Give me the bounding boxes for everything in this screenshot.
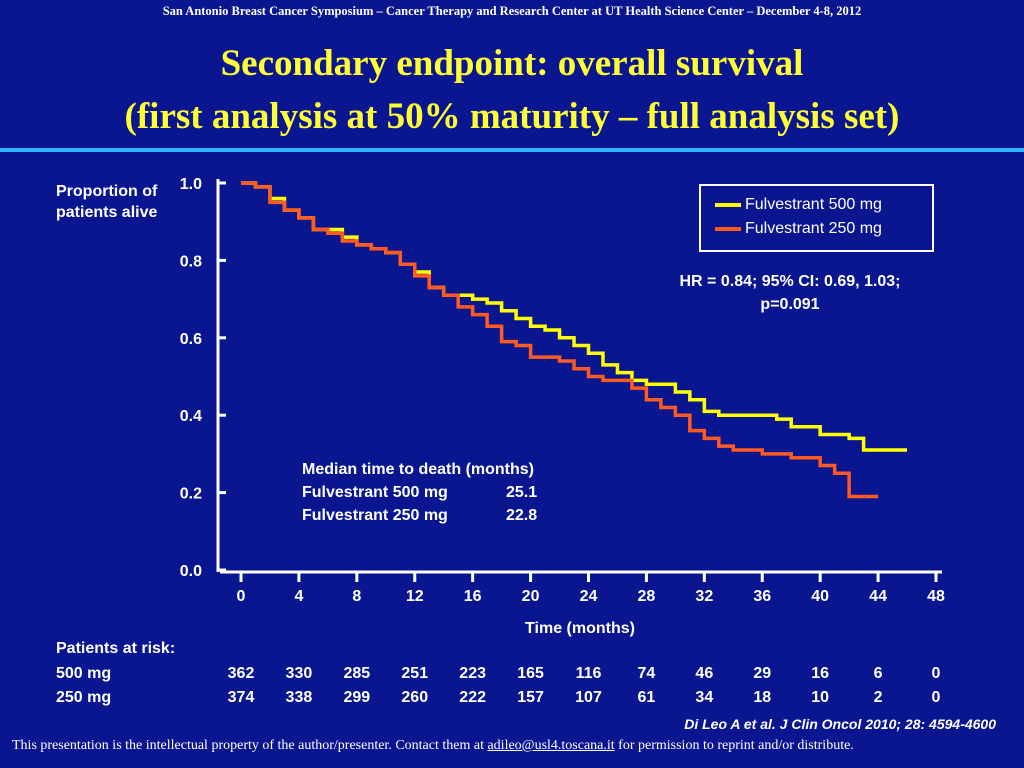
risk-value-250mg-4: 338 [285, 689, 313, 706]
survival-curve-250mg [241, 181, 879, 499]
survival-curve-500mg [241, 181, 908, 452]
x-axis-label: Time (months) [525, 620, 635, 637]
x-tick-label-28: 28 [638, 588, 656, 605]
x-tick-label-48: 48 [927, 588, 945, 605]
risk-value-250mg-48: 0 [931, 689, 941, 706]
risk-value-500mg-0: 362 [227, 665, 255, 682]
x-tick-label-40: 40 [811, 588, 829, 605]
legend-swatch-250mg [715, 226, 741, 231]
risk-value-250mg-32: 34 [695, 689, 714, 706]
risk-value-500mg-48: 0 [931, 665, 941, 682]
risk-value-500mg-40: 16 [811, 665, 830, 682]
x-tick-label-16: 16 [464, 588, 482, 605]
risk-value-500mg-24: 116 [575, 665, 602, 682]
median-value-250mg: 22.8 [506, 507, 538, 524]
citation: Di Leo A et al. J Clin Oncol 2010; 28: 4… [684, 716, 996, 732]
x-tick-label-24: 24 [580, 588, 598, 605]
median-arm-250mg: Fulvestrant 250 mg [302, 507, 448, 524]
title-divider [0, 148, 1024, 152]
y-axis-label: Proportion of patients alive [56, 183, 158, 221]
median-arm-500mg: Fulvestrant 500 mg [302, 484, 448, 501]
x-tick-label-32: 32 [695, 588, 713, 605]
risk-value-500mg-16: 223 [459, 665, 486, 682]
legend-label-500mg: Fulvestrant 500 mg [745, 196, 882, 213]
x-tick-label-0: 0 [237, 588, 246, 605]
risk-value-500mg-8: 285 [343, 665, 371, 682]
risk-row-label-250mg: 250 mg [56, 689, 112, 706]
x-tick-label-20: 20 [522, 588, 540, 605]
footer-text-after: for permission to reprint and/or distrib… [614, 738, 854, 753]
risk-value-250mg-12: 260 [401, 689, 429, 706]
y-tick-label-0.4: 0.4 [180, 408, 202, 425]
x-tick-label-8: 8 [352, 588, 361, 605]
hazard-ratio-line1: HR = 0.84; 95% CI: 0.69, 1.03; [679, 273, 901, 290]
median-row-500mg: Fulvestrant 500 mg 25.1 [302, 481, 537, 504]
median-time-box: Median time to death (months) Fulvestran… [302, 458, 537, 527]
risk-value-500mg-20: 165 [517, 665, 544, 682]
x-tick-label-12: 12 [406, 588, 424, 605]
hazard-ratio-note: HR = 0.84; 95% CI: 0.69, 1.03; p=0.091 [640, 270, 940, 316]
footer-email-link[interactable]: adileo@usl4.toscana.it [487, 738, 615, 753]
y-tick-label-0.8: 0.8 [180, 253, 202, 270]
risk-row-label-500mg: 500 mg [56, 665, 112, 682]
y-tick-label-0.6: 0.6 [180, 331, 202, 348]
slide-subtitle: (first analysis at 50% maturity – full a… [124, 96, 900, 137]
y-tick-label-1.0: 1.0 [180, 176, 202, 193]
slide-title: Secondary endpoint: overall survival [220, 43, 804, 84]
risk-value-250mg-28: 61 [637, 689, 656, 706]
risk-value-500mg-32: 46 [695, 665, 714, 682]
legend-label-250mg: Fulvestrant 250 mg [745, 220, 882, 237]
risk-table-title: Patients at risk: [56, 640, 176, 657]
chart-legend: Fulvestrant 500 mg Fulvestrant 250 mg [699, 184, 934, 252]
legend-item-500mg: Fulvestrant 500 mg [715, 196, 882, 214]
risk-value-500mg-12: 251 [401, 665, 429, 682]
risk-value-500mg-36: 29 [753, 665, 772, 682]
risk-value-250mg-44: 2 [873, 689, 883, 706]
legend-item-250mg: Fulvestrant 250 mg [715, 220, 882, 238]
risk-value-250mg-20: 157 [517, 689, 544, 706]
x-tick-label-4: 4 [294, 588, 303, 605]
hazard-ratio-line2: p=0.091 [760, 296, 820, 313]
risk-value-250mg-40: 10 [811, 689, 830, 706]
risk-value-250mg-24: 107 [575, 689, 602, 706]
conference-header: San Antonio Breast Cancer Symposium – Ca… [162, 4, 862, 18]
x-tick-label-36: 36 [753, 588, 771, 605]
risk-value-500mg-28: 74 [637, 665, 656, 682]
median-title: Median time to death (months) [302, 461, 534, 478]
y-tick-label-0.0: 0.0 [180, 563, 202, 580]
median-value-500mg: 25.1 [506, 484, 538, 501]
risk-value-250mg-16: 222 [459, 689, 486, 706]
footer-disclaimer: This presentation is the intellectual pr… [12, 737, 1012, 755]
risk-value-250mg-0: 374 [227, 689, 255, 706]
risk-value-250mg-8: 299 [343, 689, 371, 706]
legend-swatch-500mg [715, 202, 741, 207]
risk-value-500mg-4: 330 [285, 665, 313, 682]
risk-value-250mg-36: 18 [753, 689, 772, 706]
x-tick-label-44: 44 [869, 588, 887, 605]
risk-value-500mg-44: 6 [873, 665, 883, 682]
footer-text-before: This presentation is the intellectual pr… [12, 738, 488, 753]
y-tick-label-0.2: 0.2 [180, 486, 202, 503]
median-row-250mg: Fulvestrant 250 mg 22.8 [302, 504, 537, 527]
